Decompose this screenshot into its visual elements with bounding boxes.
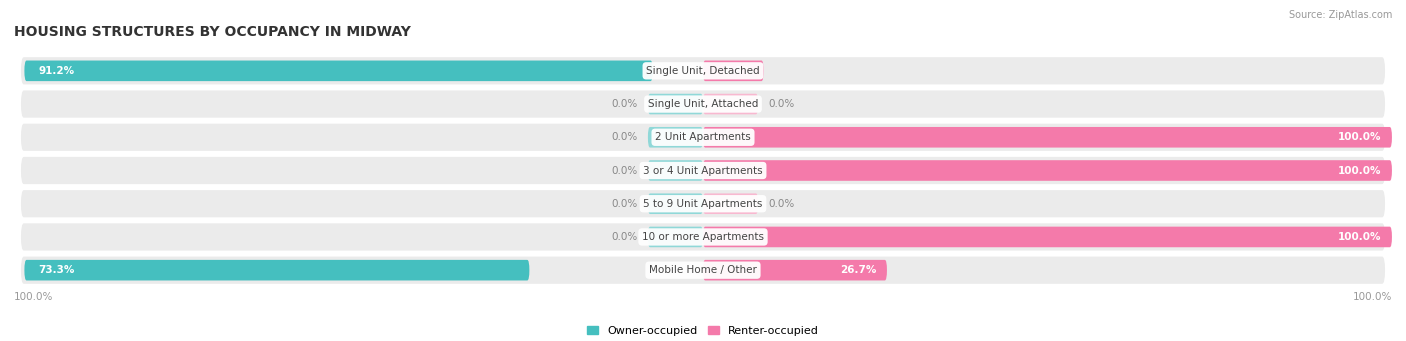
Text: 10 or more Apartments: 10 or more Apartments	[643, 232, 763, 242]
Text: HOUSING STRUCTURES BY OCCUPANCY IN MIDWAY: HOUSING STRUCTURES BY OCCUPANCY IN MIDWA…	[14, 25, 411, 39]
Text: 100.0%: 100.0%	[1353, 293, 1392, 302]
Text: 100.0%: 100.0%	[14, 293, 53, 302]
Text: 3 or 4 Unit Apartments: 3 or 4 Unit Apartments	[643, 165, 763, 176]
Text: 0.0%: 0.0%	[769, 199, 794, 209]
FancyBboxPatch shape	[703, 60, 763, 81]
Text: 100.0%: 100.0%	[1339, 132, 1382, 142]
Text: 0.0%: 0.0%	[769, 99, 794, 109]
FancyBboxPatch shape	[21, 223, 1385, 251]
Text: 8.8%: 8.8%	[724, 66, 754, 76]
Text: Single Unit, Detached: Single Unit, Detached	[647, 66, 759, 76]
FancyBboxPatch shape	[703, 227, 1392, 247]
Text: 0.0%: 0.0%	[612, 232, 637, 242]
Text: 0.0%: 0.0%	[612, 165, 637, 176]
Legend: Owner-occupied, Renter-occupied: Owner-occupied, Renter-occupied	[586, 326, 820, 336]
Text: Mobile Home / Other: Mobile Home / Other	[650, 265, 756, 275]
Text: Source: ZipAtlas.com: Source: ZipAtlas.com	[1288, 10, 1392, 20]
Text: 0.0%: 0.0%	[612, 199, 637, 209]
FancyBboxPatch shape	[648, 127, 703, 148]
Text: 5 to 9 Unit Apartments: 5 to 9 Unit Apartments	[644, 199, 762, 209]
Text: 100.0%: 100.0%	[1339, 165, 1382, 176]
Text: 0.0%: 0.0%	[612, 132, 637, 142]
FancyBboxPatch shape	[21, 157, 1385, 184]
FancyBboxPatch shape	[21, 124, 1385, 151]
FancyBboxPatch shape	[24, 60, 652, 81]
Text: 73.3%: 73.3%	[38, 265, 75, 275]
FancyBboxPatch shape	[21, 57, 1385, 85]
FancyBboxPatch shape	[24, 260, 530, 281]
FancyBboxPatch shape	[648, 94, 703, 114]
Text: Single Unit, Attached: Single Unit, Attached	[648, 99, 758, 109]
FancyBboxPatch shape	[703, 260, 887, 281]
Text: 91.2%: 91.2%	[38, 66, 75, 76]
Text: 2 Unit Apartments: 2 Unit Apartments	[655, 132, 751, 142]
FancyBboxPatch shape	[703, 193, 758, 214]
FancyBboxPatch shape	[21, 256, 1385, 284]
FancyBboxPatch shape	[648, 160, 703, 181]
FancyBboxPatch shape	[703, 127, 1392, 148]
FancyBboxPatch shape	[703, 94, 758, 114]
FancyBboxPatch shape	[21, 90, 1385, 118]
FancyBboxPatch shape	[648, 193, 703, 214]
FancyBboxPatch shape	[703, 160, 1392, 181]
FancyBboxPatch shape	[648, 227, 703, 247]
Text: 0.0%: 0.0%	[612, 99, 637, 109]
Text: 100.0%: 100.0%	[1339, 232, 1382, 242]
Text: 26.7%: 26.7%	[841, 265, 876, 275]
FancyBboxPatch shape	[21, 190, 1385, 217]
